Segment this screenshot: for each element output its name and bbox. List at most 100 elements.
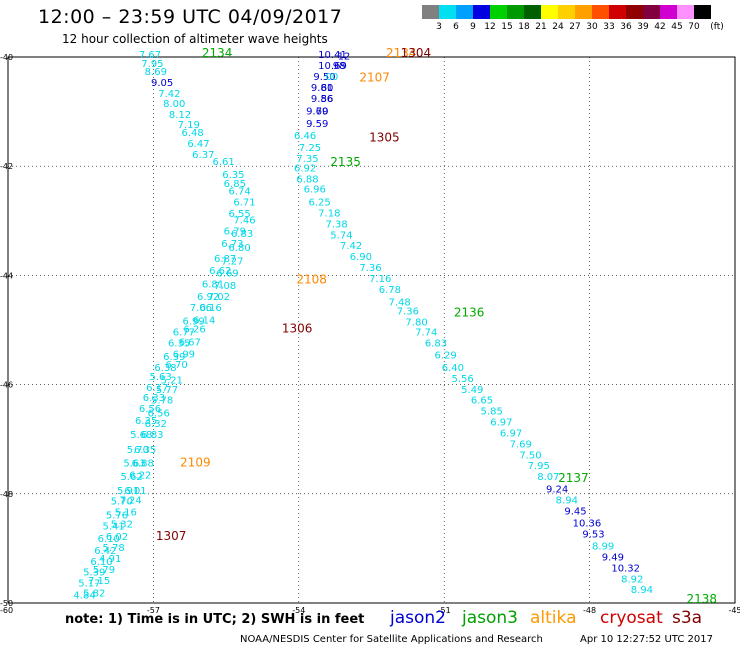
- wave-height-value: 5.77: [156, 385, 178, 396]
- legend-swatch: [626, 5, 643, 19]
- wave-height-value: 8.00: [163, 99, 185, 110]
- wave-height-value: 6.92: [294, 164, 316, 175]
- wave-height-value: 7.50: [519, 450, 541, 461]
- wave-height-value: 98: [333, 61, 346, 72]
- wave-height-value: 5.56: [451, 374, 473, 385]
- wave-height-value: 6.81: [202, 279, 224, 290]
- wave-height-value: 5.39: [83, 568, 105, 579]
- satellite-name-s3a: s3a: [672, 608, 703, 628]
- pass-time-label: 2109: [180, 456, 211, 470]
- legend-swatch: [422, 5, 439, 19]
- wave-height-value: 9.81: [311, 83, 333, 94]
- legend-swatch: [677, 5, 694, 19]
- wave-height-value: 9.53: [582, 529, 604, 540]
- x-tick-label: -57: [147, 606, 160, 615]
- wave-height-value: 7.06: [190, 303, 212, 314]
- wave-height-value: 8.07: [537, 472, 559, 483]
- wave-height-value: 6.35: [135, 416, 157, 427]
- wave-height-value: 7.69: [510, 439, 532, 450]
- wave-height-value: 6.96: [304, 184, 326, 195]
- wave-height-value: 6.87: [214, 254, 236, 265]
- wave-height-value: 6.83: [141, 430, 163, 441]
- legend-swatch: [660, 5, 677, 19]
- wave-height-value: 6.33: [143, 393, 165, 404]
- wave-height-value: 5.63: [150, 372, 172, 383]
- wave-height-value: 8.69: [145, 67, 167, 78]
- pass-time-label: 2135: [330, 155, 361, 169]
- wave-height-value: 7.18: [318, 208, 340, 219]
- wave-height-value: 9.45: [564, 507, 586, 518]
- wave-height-value: 9.24: [546, 485, 568, 496]
- wave-height-value: 6.37: [192, 150, 214, 161]
- y-tick-label: -46: [0, 381, 13, 390]
- satellite-name-jason2: jason2: [390, 608, 446, 628]
- legend-label: 18: [518, 22, 530, 32]
- chart-title: 12:00 – 23:59 UTC 04/09/2017: [38, 6, 343, 28]
- wave-height-value: 6.56: [139, 404, 161, 415]
- chart-subtitle: 12 hour collection of altimeter wave hei…: [62, 32, 328, 46]
- wave-height-value: 7.42: [158, 89, 180, 100]
- wave-height-value: 6.67: [179, 337, 201, 348]
- wave-height-value: 7.15: [88, 576, 110, 587]
- wave-height-value: 6.74: [229, 187, 251, 198]
- wave-height-value: 7.19: [178, 120, 200, 131]
- wave-height-value: 6.25: [308, 198, 330, 209]
- legend-swatch: [694, 5, 711, 19]
- wave-height-value: 6.62: [209, 266, 231, 277]
- pass-time-label: 2108: [296, 273, 327, 287]
- legend-label: 36: [620, 22, 632, 32]
- wave-height-value: 6.77: [173, 327, 195, 338]
- wave-height-value: 7.38: [325, 219, 347, 230]
- wave-height-value: 6.70: [166, 360, 188, 371]
- satellite-name-altika: altika: [530, 608, 577, 628]
- wave-height-value: 6.40: [442, 363, 464, 374]
- corner-label: -60: [0, 606, 13, 615]
- wave-height-value: 6.38: [154, 363, 176, 374]
- wave-height-value: 9.05: [151, 78, 173, 89]
- wave-height-value: 5.32: [111, 520, 133, 531]
- legend-label: 39: [637, 22, 649, 32]
- wave-height-value: 6.97: [490, 418, 512, 429]
- wave-height-value: 5.82: [83, 588, 105, 599]
- wave-height-value: 6.88: [132, 459, 154, 470]
- wave-height-value: 5.85: [481, 407, 503, 418]
- satellite-name-jason3: jason3: [462, 608, 518, 628]
- wave-height-value: 6.48: [182, 128, 204, 139]
- wave-height-value: 7.95: [528, 461, 550, 472]
- legend-label: 24: [552, 22, 564, 32]
- legend-swatch: [507, 5, 524, 19]
- wave-height-value: 9.50: [313, 72, 335, 83]
- wave-height-value: 5.17: [78, 579, 100, 590]
- legend-swatch: [609, 5, 626, 19]
- legend-label: 3: [436, 22, 442, 32]
- y-tick-label: -42: [0, 162, 13, 171]
- wave-height-value: 6.35: [168, 338, 190, 349]
- legend-label: 21: [535, 22, 547, 32]
- wave-height-value: 6.61: [213, 157, 235, 168]
- wave-height-value: 5.78: [151, 396, 173, 407]
- legend-swatch: [643, 5, 660, 19]
- wave-height-value: 4.91: [99, 554, 121, 565]
- wave-height-value: 8.92: [621, 574, 643, 585]
- satellite-name-cryosat: cryosat: [600, 608, 663, 628]
- wave-height-value: 6.39: [163, 352, 185, 363]
- wave-height-value: 7.67: [139, 50, 161, 61]
- wave-height-value: 5.74: [330, 230, 352, 241]
- pass-time-label: 2137: [558, 471, 589, 485]
- wave-height-value: 6.79: [224, 226, 246, 237]
- wave-height-value: 9.69: [306, 106, 328, 117]
- wave-height-value: 9.49: [602, 552, 624, 563]
- wave-height-value: 6.97: [500, 428, 522, 439]
- wave-height-value: 9.59: [306, 119, 328, 130]
- wave-height-value: 6.92: [197, 292, 219, 303]
- wave-height-value: 7.46: [233, 216, 255, 227]
- wave-height-value: 7.48: [388, 297, 410, 308]
- wave-height-value: 6.14: [193, 315, 215, 326]
- wave-height-value: 6.22: [129, 471, 151, 482]
- wave-height-value: 5.76: [106, 510, 128, 521]
- wave-height-value: 6.83: [231, 229, 253, 240]
- legend-label: 27: [569, 22, 581, 32]
- wave-height-value: 6.65: [471, 396, 493, 407]
- wave-height-value: 6.01: [124, 486, 146, 497]
